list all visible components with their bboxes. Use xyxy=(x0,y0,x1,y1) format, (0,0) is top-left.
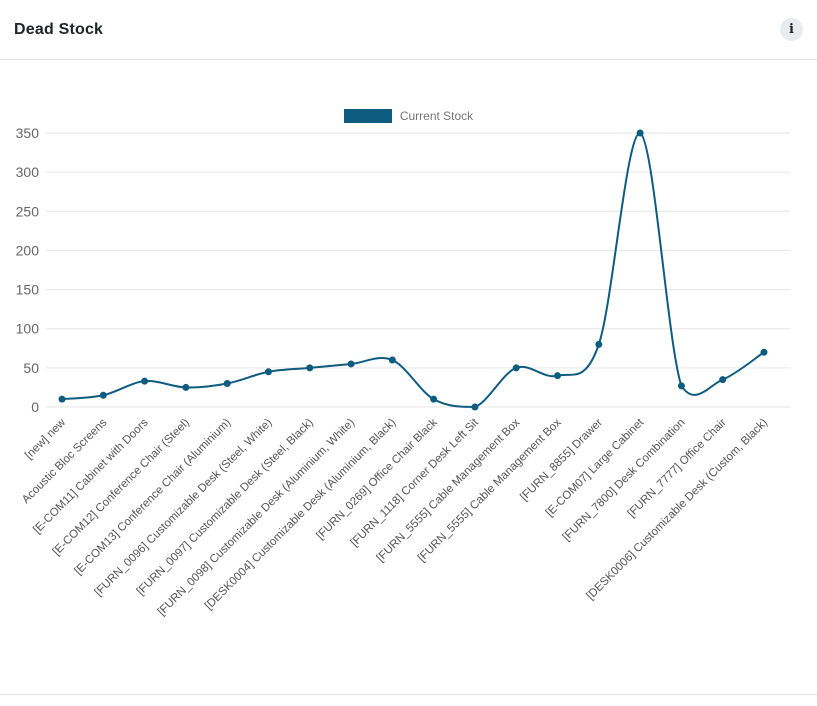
data-point[interactable] xyxy=(141,377,149,385)
x-axis-tick-label: [DESK0004] Customizable Desk (Aluminium,… xyxy=(203,417,399,613)
data-point[interactable] xyxy=(677,382,685,390)
data-point[interactable] xyxy=(182,383,190,391)
data-point[interactable] xyxy=(430,395,438,403)
data-point[interactable] xyxy=(223,380,231,388)
x-axis-tick-label: [FURN_5555] Cable Management Box xyxy=(375,416,523,564)
y-axis-tick-label: 200 xyxy=(16,242,40,258)
y-axis-tick-label: 50 xyxy=(23,360,39,376)
footer-divider xyxy=(0,694,817,695)
x-axis-tick-label: [FURN_0098] Customizable Desk (Aluminium… xyxy=(156,417,358,619)
card-header: Dead Stock i xyxy=(0,0,817,59)
header-divider xyxy=(0,59,817,60)
data-point[interactable] xyxy=(595,340,603,348)
x-axis-tick-label: [E-COM13] Conference Chair (Aluminium) xyxy=(73,417,234,578)
info-icon[interactable]: i xyxy=(780,18,803,41)
data-point[interactable] xyxy=(388,356,396,364)
y-axis-tick-label: 150 xyxy=(16,282,40,298)
data-point[interactable] xyxy=(512,364,520,372)
dead-stock-chart: Current Stock 0 50 100 150 200 250 300 350 [new]… xyxy=(0,60,817,694)
x-axis-tick-label: [FURN_8855] Drawer xyxy=(518,417,605,504)
current-stock-line xyxy=(61,131,765,409)
x-axis-tick-label: Acoustic Bloc Screens xyxy=(20,416,110,506)
y-axis-tick-label: 0 xyxy=(31,399,39,415)
data-point[interactable] xyxy=(347,360,355,368)
y-axis-tick-label: 300 xyxy=(16,164,40,180)
x-axis-tick-label: [FURN_5555] Cable Management Box xyxy=(416,416,564,564)
y-axis-tick-label: 250 xyxy=(16,203,40,219)
data-point[interactable] xyxy=(58,395,66,403)
data-point[interactable] xyxy=(99,391,107,399)
page-title: Dead Stock xyxy=(14,20,104,38)
legend-swatch xyxy=(343,109,392,123)
data-point[interactable] xyxy=(636,129,644,137)
data-point[interactable] xyxy=(554,372,562,380)
data-point[interactable] xyxy=(760,348,768,356)
data-point[interactable] xyxy=(719,376,727,384)
data-point[interactable] xyxy=(264,368,272,376)
data-point[interactable] xyxy=(306,364,314,372)
chart-legend[interactable]: Current Stock xyxy=(0,108,817,124)
data-point[interactable] xyxy=(471,403,479,411)
legend-label: Current Stock xyxy=(399,109,474,123)
y-axis-tick-label: 100 xyxy=(16,321,40,337)
y-axis-tick-label: 350 xyxy=(16,128,40,141)
